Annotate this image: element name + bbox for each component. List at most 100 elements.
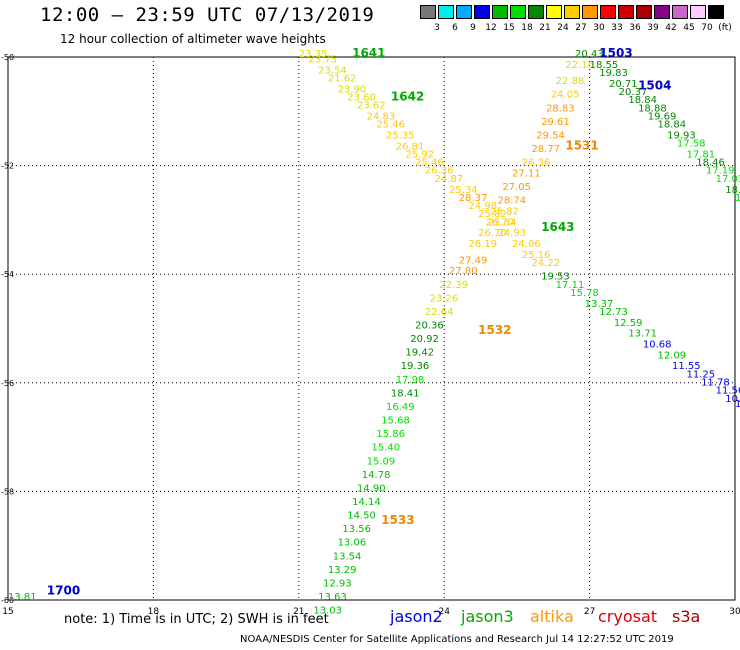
wave-height-point: 23.90 (338, 84, 367, 95)
wave-height-point: 12.09 (657, 350, 686, 361)
wave-height-point: 26.36 (522, 158, 551, 169)
wave-height-point: 25.82 (478, 209, 507, 220)
colorbar-swatch (510, 5, 526, 19)
satellite-legend-item: s3a (672, 607, 701, 626)
satellite-legend-item: altika (530, 607, 574, 626)
track-time-label: 1642 (391, 89, 424, 103)
wave-height-point: 24.93 (498, 228, 527, 239)
y-tick-label: -52 (1, 162, 14, 171)
colorbar-swatch (636, 5, 652, 19)
track-time-label: 1503 (599, 46, 632, 60)
wave-height-point: 15.78 (570, 288, 599, 299)
track-time-label: 1531 (565, 138, 598, 152)
wave-height-point: 27.11 (512, 168, 541, 179)
colorbar-label: 18 (521, 23, 533, 33)
wave-height-point: 20.92 (410, 334, 439, 345)
wave-height-point: 18.41 (391, 388, 420, 399)
wave-height-point: 18.84 (628, 95, 657, 106)
wave-height-point: 25.46 (376, 120, 405, 131)
colorbar-swatch (528, 5, 544, 19)
x-tick-label: 24 (438, 607, 450, 617)
colorbar-label: 45 (683, 23, 695, 33)
wave-height-point: 28.77 (531, 144, 560, 155)
x-tick-label: 18 (148, 607, 160, 617)
wave-height-point: 18.46 (696, 158, 725, 169)
wave-height-point: 20.43 (575, 49, 604, 60)
wave-height-point: 24.98 (468, 201, 497, 212)
colorbar-label: 9 (470, 23, 476, 33)
wave-height-point: 14.78 (362, 470, 391, 481)
wave-height-point: 15.86 (376, 429, 405, 440)
wave-height-point: 26.19 (468, 239, 497, 250)
wave-height-point: 23.60 (347, 92, 376, 103)
colorbar-label: 24 (557, 23, 569, 33)
colorbar-label: 33 (611, 23, 623, 33)
wave-height-point: 17.11 (556, 280, 585, 291)
colorbar-swatch (492, 5, 508, 19)
wave-height-point: 20.37 (619, 87, 648, 98)
wave-height-point: 24.05 (551, 90, 580, 101)
wave-height-point: 27.49 (459, 255, 488, 266)
colorbar-swatch (690, 5, 706, 19)
wave-height-point: 24.83 (367, 111, 396, 122)
track-time-label: 1532 (478, 323, 511, 337)
wave-height-point: 10.68 (643, 340, 672, 351)
wave-height-point: 20.36 (415, 321, 444, 332)
wave-height-point: 13.03 (313, 606, 342, 617)
wave-height-point: 13.06 (338, 538, 367, 549)
wave-height-point: 19.83 (599, 68, 628, 79)
track-time-label: 1700 (47, 584, 80, 598)
colorbar-swatch (564, 5, 580, 19)
x-tick-label: 21 (293, 607, 304, 617)
wave-height-point: 24.06 (512, 239, 541, 250)
wave-height-point: 13.81 (8, 592, 37, 603)
wave-height-point: 13.54 (333, 551, 362, 562)
colorbar-label: (ft) (718, 23, 732, 33)
colorbar-label: 15 (503, 23, 515, 33)
wave-height-point: 22.39 (439, 280, 468, 291)
wave-height-point: 11.78 (701, 378, 730, 389)
wave-height-point: 13.71 (628, 329, 657, 340)
wave-height-point: 17.81 (687, 149, 716, 160)
y-tick-label: -60 (1, 596, 14, 605)
wave-height-point: 17.03 (716, 174, 740, 185)
wave-height-point: 28.74 (498, 196, 527, 207)
colorbar-label: 27 (575, 23, 587, 33)
wave-height-point: 19.53 (541, 272, 570, 283)
wave-height-point: 21.62 (328, 73, 357, 84)
colorbar-label: 42 (665, 23, 677, 33)
colorbar-label: 21 (539, 23, 551, 33)
wave-height-point: 12.93 (323, 578, 352, 589)
credits-footer: NOAA/NESDIS Center for Satellite Applica… (240, 634, 674, 645)
colorbar-swatch (618, 5, 634, 19)
y-tick-label: -58 (1, 487, 14, 496)
wave-height-point: 17.98 (396, 375, 425, 386)
wave-height-point: 27.80 (449, 266, 478, 277)
wave-height-point: 17.19 (706, 166, 735, 177)
wave-height-point: 13.37 (585, 299, 614, 310)
track-time-label: 1643 (541, 220, 574, 234)
colorbar-label: 3 (434, 23, 440, 33)
wave-height-point: 28.83 (546, 103, 575, 114)
wave-height-point: 25.82 (490, 206, 519, 217)
satellite-legend-item: jason3 (461, 607, 514, 626)
colorbar-swatch (600, 5, 616, 19)
wave-height-point: 18.84 (657, 120, 686, 131)
page-title: 12:00 — 23:59 UTC 07/13/2019 (40, 4, 375, 26)
wave-height-point: 26.70 (478, 228, 507, 239)
colorbar-swatch (456, 5, 472, 19)
wave-height-point: 25.92 (405, 149, 434, 160)
track-time-label: 1533 (381, 513, 414, 527)
y-tick-label: -56 (1, 379, 14, 388)
wave-height-point: 14.90 (357, 483, 386, 494)
colorbar-label: 6 (452, 23, 458, 33)
wave-height-point: 13.56 (342, 524, 371, 535)
wave-height-point: 19.93 (667, 130, 696, 141)
wave-height-point: 23.26 (430, 293, 459, 304)
wave-height-point: 12.73 (599, 307, 628, 318)
wave-height-point: 11.25 (687, 369, 716, 380)
plot-frame (7, 56, 736, 601)
colorbar-label: 12 (485, 23, 497, 33)
colorbar-swatch (438, 5, 454, 19)
